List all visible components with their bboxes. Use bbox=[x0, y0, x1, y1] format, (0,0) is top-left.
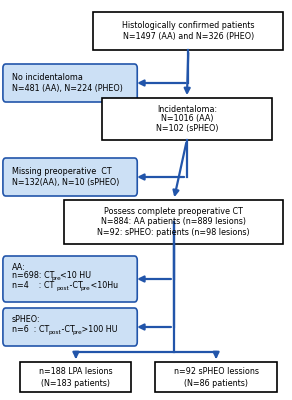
Text: Incidentaloma:: Incidentaloma: bbox=[157, 104, 217, 114]
Text: N=92: sPHEO: patients (n=98 lesions): N=92: sPHEO: patients (n=98 lesions) bbox=[98, 228, 250, 237]
FancyBboxPatch shape bbox=[93, 12, 283, 50]
Text: pre: pre bbox=[51, 276, 61, 281]
FancyBboxPatch shape bbox=[3, 308, 137, 346]
Text: No incidentaloma: No incidentaloma bbox=[12, 73, 83, 82]
Text: n=698: CT: n=698: CT bbox=[12, 272, 54, 280]
Text: (N=86 patients): (N=86 patients) bbox=[184, 378, 248, 388]
FancyBboxPatch shape bbox=[155, 362, 277, 392]
FancyBboxPatch shape bbox=[3, 64, 137, 102]
FancyBboxPatch shape bbox=[64, 200, 283, 244]
Text: n=92 sPHEO lessions: n=92 sPHEO lessions bbox=[173, 366, 259, 376]
FancyBboxPatch shape bbox=[3, 256, 137, 302]
Text: <10 HU: <10 HU bbox=[60, 272, 91, 280]
Text: post: post bbox=[49, 330, 62, 335]
Text: N=481 (AA), N=224 (PHEO): N=481 (AA), N=224 (PHEO) bbox=[12, 84, 123, 93]
Text: AA:: AA: bbox=[12, 263, 25, 272]
Text: N=1016 (AA): N=1016 (AA) bbox=[161, 114, 213, 124]
Text: Possess complete preoperative CT: Possess complete preoperative CT bbox=[104, 207, 243, 216]
Text: (N=183 patients): (N=183 patients) bbox=[41, 378, 110, 388]
Text: N=1497 (AA) and N=326 (PHEO): N=1497 (AA) and N=326 (PHEO) bbox=[123, 32, 254, 42]
Text: n=6  : CT: n=6 : CT bbox=[12, 326, 49, 334]
Text: -CT: -CT bbox=[59, 326, 75, 334]
Text: >100 HU: >100 HU bbox=[79, 326, 118, 334]
FancyBboxPatch shape bbox=[102, 98, 272, 140]
Text: N=102 (sPHEO): N=102 (sPHEO) bbox=[156, 124, 218, 134]
FancyBboxPatch shape bbox=[20, 362, 131, 392]
Text: -CT: -CT bbox=[67, 282, 83, 290]
Text: N=884: AA patients (n=889 lesions): N=884: AA patients (n=889 lesions) bbox=[101, 218, 246, 226]
Text: Missing preoperative  CT: Missing preoperative CT bbox=[12, 167, 111, 176]
Text: pre: pre bbox=[81, 286, 91, 291]
Text: pre: pre bbox=[72, 330, 82, 335]
FancyBboxPatch shape bbox=[3, 158, 137, 196]
Text: Histologically confirmed patients: Histologically confirmed patients bbox=[122, 20, 255, 30]
Text: post: post bbox=[57, 286, 70, 291]
Text: n=4    : CT: n=4 : CT bbox=[12, 282, 54, 290]
Text: n=188 LPA lesions: n=188 LPA lesions bbox=[39, 366, 113, 376]
Text: <10Hu: <10Hu bbox=[88, 282, 119, 290]
Text: N=132(AA), N=10 (sPHEO): N=132(AA), N=10 (sPHEO) bbox=[12, 178, 119, 187]
Text: sPHEO:: sPHEO: bbox=[12, 315, 40, 324]
